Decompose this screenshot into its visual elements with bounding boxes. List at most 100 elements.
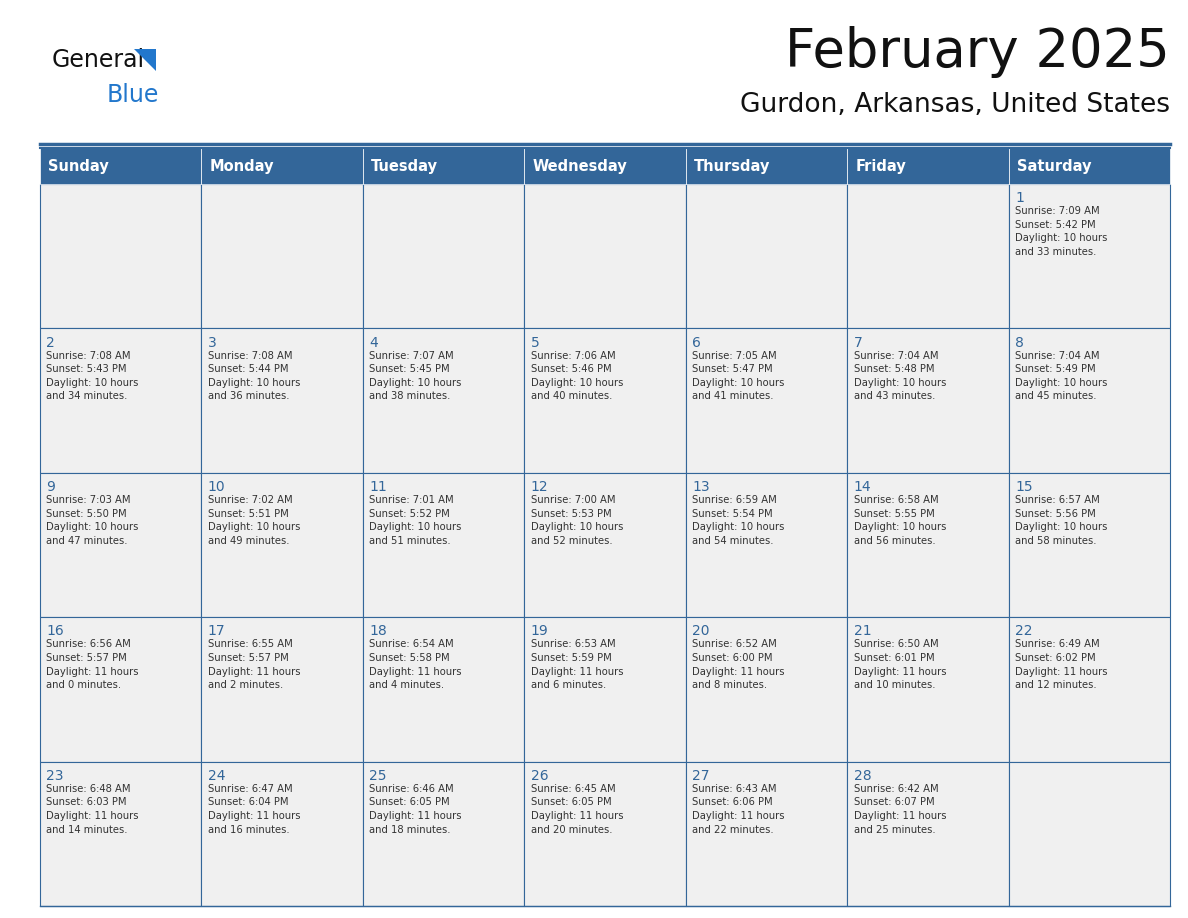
Text: 14: 14 xyxy=(854,480,871,494)
Text: 1: 1 xyxy=(1015,191,1024,206)
Text: 21: 21 xyxy=(854,624,871,638)
Text: 22: 22 xyxy=(1015,624,1032,638)
Text: 7: 7 xyxy=(854,336,862,350)
Bar xyxy=(40,148,202,184)
Text: Wednesday: Wednesday xyxy=(532,159,627,174)
Bar xyxy=(524,184,685,329)
Text: Sunrise: 7:07 AM
Sunset: 5:45 PM
Daylight: 10 hours
and 38 minutes.: Sunrise: 7:07 AM Sunset: 5:45 PM Dayligh… xyxy=(369,351,462,401)
Text: 3: 3 xyxy=(208,336,216,350)
Text: Sunrise: 7:03 AM
Sunset: 5:50 PM
Daylight: 10 hours
and 47 minutes.: Sunrise: 7:03 AM Sunset: 5:50 PM Dayligh… xyxy=(46,495,139,546)
Text: 15: 15 xyxy=(1015,480,1032,494)
Text: Sunrise: 6:46 AM
Sunset: 6:05 PM
Daylight: 11 hours
and 18 minutes.: Sunrise: 6:46 AM Sunset: 6:05 PM Dayligh… xyxy=(369,784,462,834)
Text: 20: 20 xyxy=(693,624,709,638)
Text: Sunrise: 7:02 AM
Sunset: 5:51 PM
Daylight: 10 hours
and 49 minutes.: Sunrise: 7:02 AM Sunset: 5:51 PM Dayligh… xyxy=(208,495,301,546)
Text: Sunrise: 6:48 AM
Sunset: 6:03 PM
Daylight: 11 hours
and 14 minutes.: Sunrise: 6:48 AM Sunset: 6:03 PM Dayligh… xyxy=(46,784,139,834)
Text: Sunrise: 7:08 AM
Sunset: 5:44 PM
Daylight: 10 hours
and 36 minutes.: Sunrise: 7:08 AM Sunset: 5:44 PM Dayligh… xyxy=(208,351,301,401)
Bar xyxy=(524,617,685,762)
Text: 23: 23 xyxy=(46,768,64,783)
Text: Sunrise: 6:50 AM
Sunset: 6:01 PM
Daylight: 11 hours
and 10 minutes.: Sunrise: 6:50 AM Sunset: 6:01 PM Dayligh… xyxy=(854,640,946,690)
Bar xyxy=(202,617,362,762)
Bar xyxy=(847,329,1009,473)
Bar xyxy=(40,762,202,906)
Text: 28: 28 xyxy=(854,768,871,783)
Bar xyxy=(40,617,202,762)
Bar xyxy=(1009,148,1170,184)
Bar xyxy=(202,184,362,329)
Text: Sunrise: 6:45 AM
Sunset: 6:05 PM
Daylight: 11 hours
and 20 minutes.: Sunrise: 6:45 AM Sunset: 6:05 PM Dayligh… xyxy=(531,784,624,834)
Bar xyxy=(362,617,524,762)
Bar xyxy=(40,184,202,329)
Bar xyxy=(524,473,685,617)
Text: Sunrise: 7:05 AM
Sunset: 5:47 PM
Daylight: 10 hours
and 41 minutes.: Sunrise: 7:05 AM Sunset: 5:47 PM Dayligh… xyxy=(693,351,784,401)
Bar xyxy=(524,329,685,473)
Bar xyxy=(847,184,1009,329)
Text: Sunrise: 6:57 AM
Sunset: 5:56 PM
Daylight: 10 hours
and 58 minutes.: Sunrise: 6:57 AM Sunset: 5:56 PM Dayligh… xyxy=(1015,495,1107,546)
Bar xyxy=(1009,473,1170,617)
Bar xyxy=(202,473,362,617)
Text: Gurdon, Arkansas, United States: Gurdon, Arkansas, United States xyxy=(740,92,1170,118)
Text: 2: 2 xyxy=(46,336,55,350)
Text: 26: 26 xyxy=(531,768,549,783)
Text: Sunrise: 6:52 AM
Sunset: 6:00 PM
Daylight: 11 hours
and 8 minutes.: Sunrise: 6:52 AM Sunset: 6:00 PM Dayligh… xyxy=(693,640,784,690)
Text: 25: 25 xyxy=(369,768,387,783)
Text: 8: 8 xyxy=(1015,336,1024,350)
Text: Blue: Blue xyxy=(107,83,159,107)
Bar xyxy=(362,473,524,617)
Text: 13: 13 xyxy=(693,480,709,494)
Bar xyxy=(685,762,847,906)
Text: Sunrise: 6:55 AM
Sunset: 5:57 PM
Daylight: 11 hours
and 2 minutes.: Sunrise: 6:55 AM Sunset: 5:57 PM Dayligh… xyxy=(208,640,301,690)
Text: Sunrise: 6:54 AM
Sunset: 5:58 PM
Daylight: 11 hours
and 4 minutes.: Sunrise: 6:54 AM Sunset: 5:58 PM Dayligh… xyxy=(369,640,462,690)
Text: 19: 19 xyxy=(531,624,549,638)
Bar xyxy=(685,329,847,473)
Text: 10: 10 xyxy=(208,480,226,494)
Text: 9: 9 xyxy=(46,480,56,494)
Text: Monday: Monday xyxy=(209,159,274,174)
Text: 17: 17 xyxy=(208,624,226,638)
Text: 6: 6 xyxy=(693,336,701,350)
Polygon shape xyxy=(134,49,156,71)
Text: Tuesday: Tuesday xyxy=(371,159,438,174)
Bar xyxy=(847,148,1009,184)
Text: 11: 11 xyxy=(369,480,387,494)
Bar xyxy=(1009,184,1170,329)
Bar xyxy=(685,184,847,329)
Text: Sunrise: 7:04 AM
Sunset: 5:48 PM
Daylight: 10 hours
and 43 minutes.: Sunrise: 7:04 AM Sunset: 5:48 PM Dayligh… xyxy=(854,351,946,401)
Text: Thursday: Thursday xyxy=(694,159,770,174)
Bar xyxy=(524,148,685,184)
Text: February 2025: February 2025 xyxy=(785,26,1170,78)
Bar xyxy=(1009,329,1170,473)
Text: 16: 16 xyxy=(46,624,64,638)
Text: Sunrise: 6:47 AM
Sunset: 6:04 PM
Daylight: 11 hours
and 16 minutes.: Sunrise: 6:47 AM Sunset: 6:04 PM Dayligh… xyxy=(208,784,301,834)
Text: Sunrise: 7:01 AM
Sunset: 5:52 PM
Daylight: 10 hours
and 51 minutes.: Sunrise: 7:01 AM Sunset: 5:52 PM Dayligh… xyxy=(369,495,462,546)
Bar xyxy=(847,617,1009,762)
Bar xyxy=(202,148,362,184)
Text: 27: 27 xyxy=(693,768,709,783)
Text: Sunrise: 7:06 AM
Sunset: 5:46 PM
Daylight: 10 hours
and 40 minutes.: Sunrise: 7:06 AM Sunset: 5:46 PM Dayligh… xyxy=(531,351,624,401)
Bar xyxy=(202,762,362,906)
Bar xyxy=(362,184,524,329)
Bar xyxy=(524,762,685,906)
Bar xyxy=(362,148,524,184)
Text: Sunrise: 6:42 AM
Sunset: 6:07 PM
Daylight: 11 hours
and 25 minutes.: Sunrise: 6:42 AM Sunset: 6:07 PM Dayligh… xyxy=(854,784,946,834)
Bar xyxy=(847,473,1009,617)
Text: Sunrise: 6:43 AM
Sunset: 6:06 PM
Daylight: 11 hours
and 22 minutes.: Sunrise: 6:43 AM Sunset: 6:06 PM Dayligh… xyxy=(693,784,784,834)
Bar xyxy=(685,473,847,617)
Text: 24: 24 xyxy=(208,768,226,783)
Text: 12: 12 xyxy=(531,480,549,494)
Bar xyxy=(685,148,847,184)
Bar xyxy=(1009,762,1170,906)
Text: Saturday: Saturday xyxy=(1017,159,1091,174)
Bar xyxy=(40,473,202,617)
Bar xyxy=(362,329,524,473)
Text: General: General xyxy=(52,48,145,72)
Text: Sunrise: 6:49 AM
Sunset: 6:02 PM
Daylight: 11 hours
and 12 minutes.: Sunrise: 6:49 AM Sunset: 6:02 PM Dayligh… xyxy=(1015,640,1107,690)
Bar xyxy=(1009,617,1170,762)
Text: Friday: Friday xyxy=(855,159,906,174)
Bar xyxy=(685,617,847,762)
Text: 18: 18 xyxy=(369,624,387,638)
Bar xyxy=(362,762,524,906)
Text: Sunrise: 6:58 AM
Sunset: 5:55 PM
Daylight: 10 hours
and 56 minutes.: Sunrise: 6:58 AM Sunset: 5:55 PM Dayligh… xyxy=(854,495,946,546)
Bar xyxy=(847,762,1009,906)
Bar xyxy=(40,329,202,473)
Text: Sunrise: 6:53 AM
Sunset: 5:59 PM
Daylight: 11 hours
and 6 minutes.: Sunrise: 6:53 AM Sunset: 5:59 PM Dayligh… xyxy=(531,640,624,690)
